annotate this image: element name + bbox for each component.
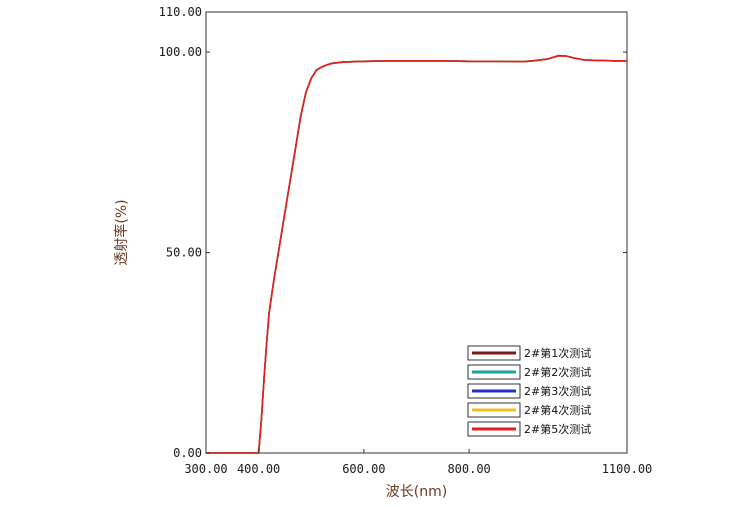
x-tick-label: 600.00	[342, 462, 385, 476]
legend-label: 2#第1次测试	[524, 346, 591, 360]
y-tick-label: 100.00	[159, 45, 202, 59]
x-tick-label: 800.00	[447, 462, 490, 476]
legend-label: 2#第4次测试	[524, 403, 591, 417]
x-axis: 300.00 400.00 600.00 800.00 1100.00	[184, 449, 652, 476]
x-tick-label: 400.00	[237, 462, 280, 476]
y-tick-label: 50.00	[166, 246, 202, 260]
x-tick-label: 300.00	[184, 462, 227, 476]
x-tick-label: 1100.00	[602, 462, 653, 476]
plot-frame	[205, 11, 628, 454]
legend: 2#第1次测试 2#第2次测试 2#第3次测试 2#第4次测试 2#第5次测试	[467, 345, 591, 437]
y-axis-title: 透射率(%)	[113, 199, 130, 265]
legend-label: 2#第3次测试	[524, 384, 591, 398]
x-axis-title: 波长(nm)	[386, 484, 447, 500]
y-tick-label: 0.00	[173, 446, 202, 460]
plot-area	[205, 11, 628, 454]
legend-label: 2#第5次测试	[524, 422, 591, 436]
y-tick-label: 110.00	[159, 5, 202, 19]
y-axis: 0.00 50.00 100.00 110.00	[159, 5, 627, 460]
series-layer	[206, 54, 627, 454]
series-line-5	[206, 54, 627, 454]
legend-label: 2#第2次测试	[524, 365, 591, 379]
